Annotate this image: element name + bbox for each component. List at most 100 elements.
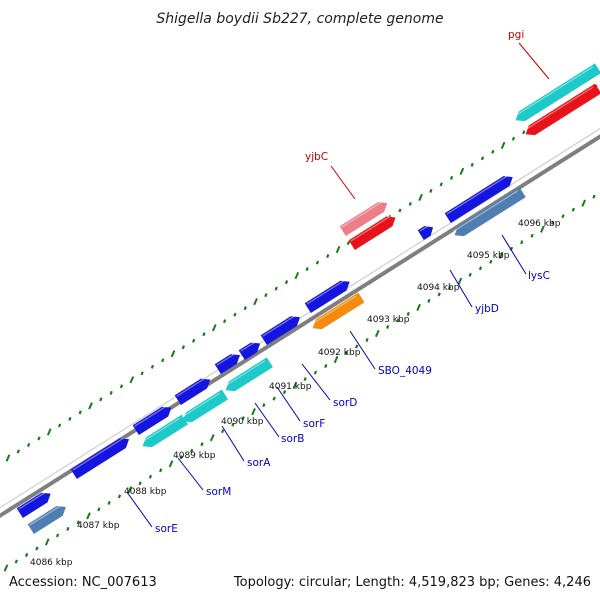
leader-line: [276, 386, 301, 422]
inner-tick: [561, 214, 565, 219]
inner-tick: [262, 403, 266, 408]
gene-label-lysC[interactable]: lysC: [528, 270, 550, 282]
gene-sorA-2[interactable]: [180, 389, 229, 426]
outer-tick: [522, 130, 526, 135]
gene-sorB-1[interactable]: [174, 375, 213, 405]
inner-tick: [179, 455, 183, 460]
gene-sorF-1[interactable]: [214, 351, 242, 374]
outer-tick: [129, 376, 135, 384]
label-leader-lines: [126, 42, 550, 528]
outer-tick: [408, 201, 412, 206]
leader-line: [330, 165, 356, 200]
inner-tick: [35, 546, 39, 551]
gene-sorE-1-shape: [16, 492, 51, 518]
gene-sorM-2-highlight: [141, 417, 181, 443]
inner-tick: [168, 460, 174, 468]
gene-sorB-2[interactable]: [223, 357, 273, 395]
leader-line: [301, 363, 331, 401]
gene-sorD-1-highlight: [262, 315, 295, 337]
genome-summary-text: Topology: circular; Length: 4,519,823 bp…: [233, 575, 591, 590]
gene-sorF-2[interactable]: [238, 339, 263, 360]
gene-pgi-2[interactable]: [523, 83, 600, 139]
gene-label-sorM[interactable]: sorM: [206, 486, 231, 498]
gene-sorE-2[interactable]: [27, 503, 68, 534]
inner-tick: [220, 429, 225, 434]
inner-tick: [148, 474, 153, 479]
scale-label-4087: 4087 kbp: [77, 521, 120, 531]
outer-tick: [27, 442, 31, 447]
gene-yjbC-1[interactable]: [339, 199, 390, 236]
gene-SBO_4049-1[interactable]: [304, 277, 352, 313]
inner-tick-track: [3, 194, 596, 572]
gene-label-sorE[interactable]: sorE: [155, 523, 178, 535]
map-title: Shigella boydii Sb227, complete genome: [156, 11, 443, 27]
gene-yjbC-1-shape: [339, 202, 388, 236]
inner-tick: [333, 355, 339, 364]
gene-SBO_4049-1-highlight: [306, 279, 345, 305]
gene-yjbD-1[interactable]: [417, 223, 436, 240]
gene-yjbD-1-shape: [417, 226, 434, 240]
outer-tick: [57, 423, 62, 428]
gene-sorA-2-highlight: [181, 392, 221, 418]
outer-tick: [243, 306, 247, 311]
inner-tick: [190, 448, 194, 453]
scale-label-4091: 4091 kbp: [269, 382, 312, 392]
gene-sorF-1-shape: [214, 354, 240, 374]
gene-label-sorD[interactable]: sorD: [333, 397, 357, 409]
gene-sorD-1[interactable]: [260, 313, 303, 345]
gene-label-yjbC[interactable]: yjbC: [305, 151, 328, 163]
inner-tick: [468, 272, 472, 277]
gene-SBO_4049-2-highlight: [311, 295, 357, 325]
accession-text: Accession: NC_007613: [9, 575, 157, 590]
gene-sorA-2-shape: [182, 389, 229, 423]
leader-line: [254, 402, 280, 438]
gene-sorM-1[interactable]: [70, 435, 132, 479]
gene-lysC-2-highlight: [453, 190, 518, 232]
inner-tick: [457, 277, 463, 285]
gene-label-sorF[interactable]: sorF: [303, 418, 325, 430]
inner-tick: [282, 390, 287, 395]
gene-lysC-2-shape: [454, 187, 526, 237]
inner-tick: [272, 396, 276, 401]
inner-tick: [478, 266, 483, 271]
inner-tick: [138, 481, 142, 486]
scale-label-4095: 4095 kbp: [467, 251, 510, 261]
gene-lysC-2[interactable]: [452, 187, 526, 240]
gene-sorA-1[interactable]: [132, 403, 174, 435]
outer-tick: [346, 241, 351, 245]
inner-tick: [489, 259, 493, 264]
gene-lysC-1[interactable]: [444, 173, 515, 223]
gene-pgi-1[interactable]: [513, 63, 600, 125]
gene-label-sorA[interactable]: sorA: [247, 457, 271, 469]
gene-lysC-1-shape: [444, 176, 513, 223]
inner-tick: [386, 324, 390, 329]
inner-tick: [447, 285, 452, 290]
gene-label-pgi[interactable]: pgi: [508, 29, 524, 41]
leader-line: [501, 234, 527, 275]
inner-tick: [25, 552, 29, 557]
inner-tick: [592, 194, 596, 199]
inner-tick: [200, 442, 204, 447]
scale-labels: 4086 kbp 4087 kbp 4088 kbp 4089 kbp 4090…: [30, 219, 561, 568]
outer-tick: [398, 208, 402, 213]
gene-label-SBO_4049[interactable]: SBO_4049: [378, 365, 432, 377]
outer-tick: [253, 298, 258, 306]
inner-tick: [55, 533, 60, 538]
gene-SBO_4049-2[interactable]: [310, 292, 365, 333]
outer-tick: [161, 358, 165, 363]
inner-tick: [437, 292, 441, 297]
gene-pgi-2-highlight: [524, 86, 594, 131]
inner-tick: [498, 251, 504, 259]
gene-yjbC-2[interactable]: [348, 213, 398, 250]
inner-tick: [581, 199, 586, 207]
outer-tick: [480, 156, 485, 161]
inner-tick: [344, 351, 349, 355]
gene-label-yjbD[interactable]: yjbD: [475, 303, 499, 315]
gene-label-sorB[interactable]: sorB: [281, 433, 304, 445]
gene-sorB-1-shape: [174, 378, 211, 405]
inner-tick: [86, 512, 91, 520]
inner-tick: [427, 298, 431, 303]
inner-tick: [241, 416, 245, 421]
gene-sorE-1[interactable]: [16, 489, 53, 518]
